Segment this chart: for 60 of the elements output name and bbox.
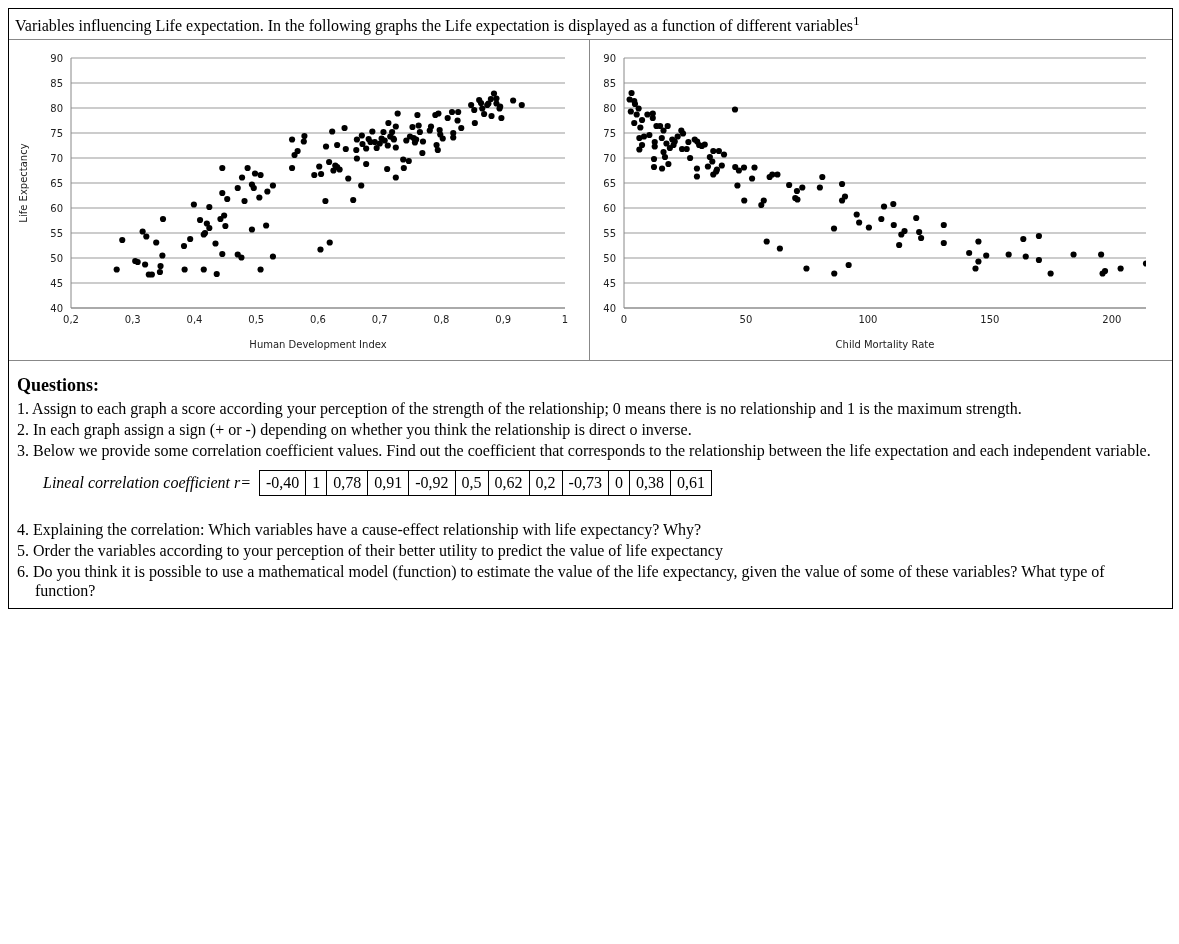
y-tick-label: 70 [50,152,63,164]
y-tick-label: 75 [603,127,616,139]
x-tick-label: 0,2 [63,314,79,326]
x-axis-title: Human Development Index [249,339,387,351]
text: 5. Order the variables according to your perception of their better utility to predict the value of life expectancy [17,540,724,561]
y-tick-label: 60 [50,202,63,214]
text: 1 [305,470,328,496]
text: 6. Do you think it is possible to use a mathematical model (function) to estimate the value of the life expectancy, given the value of some of these variables? What type of function? [17,562,1106,601]
y-tick-label: 40 [50,302,63,314]
text: Lineal correlation coefficient r= [43,473,251,493]
y-tick-label: 45 [50,277,63,289]
y-tick-label: 45 [603,277,616,289]
text: -0,40 [258,470,307,496]
y-tick-label: 50 [603,252,616,264]
y-tick-label: 70 [603,152,616,164]
x-tick-label: 150 [980,314,1000,326]
text: 2. In each graph assign a sign (+ or -) depending on whether you think the relationship is direct o inverse. [17,420,693,440]
text: -0,73 [561,470,609,496]
x-tick-label: 0,8 [433,314,450,326]
y-tick-label: 85 [50,77,63,89]
y-tick-label: 75 [50,127,63,139]
chart-title: Variables influencing Life expectation. In the following graphs the Life expectation is displayed as a function of different variables$^{1}$ [9,9,1172,41]
x-tick-label: 0,4 [186,314,203,326]
x-tick-label: 100 [858,314,878,326]
x-tick-label: 0,6 [310,314,326,326]
y-tick-label: 55 [603,227,616,239]
x-tick-label: 0,9 [495,314,512,326]
text: 3. Below we provide some correlation coefficient values. Find out the coefficient that corresponds to the relationship between the life expectation and each independent variable. [17,441,1152,461]
text: 0,5 [454,470,489,496]
text: -0,92 [408,470,456,496]
y-tick-label: 55 [50,227,63,239]
x-axis-title: Child Mortality Rate [835,339,935,351]
text: 0,38 [628,470,671,496]
x-tick-label: 0,3 [124,314,141,326]
y-tick-label: 65 [603,177,616,189]
text: 0,62 [487,470,530,496]
text: 1. Assign to each graph a score according your perception of the strength of the relationship; 0 means there is no relationship and 1 is the maximum strength. [17,398,1023,419]
text: 4. Explaining the correlation: Which variables have a cause-effect relationship with life expectancy? Why? [17,519,703,539]
text: Questions: [17,375,100,397]
y-tick-label: 50 [50,252,63,264]
text: 0,61 [669,470,712,496]
y-tick-label: 90 [603,52,616,64]
y-tick-label: 85 [603,77,616,89]
x-tick-label: 50 [739,314,753,326]
x-tick-label: 200 [1102,314,1122,326]
y-tick-label: 60 [603,202,616,214]
text: 0,2 [528,470,563,496]
text: 0 [607,470,630,496]
y-tick-label: 40 [603,302,616,314]
x-tick-label: 0 [620,314,628,326]
y-tick-label: 65 [50,177,63,189]
y-axis-title: Life Expectancy [17,143,29,223]
x-tick-label: 1 [561,314,569,326]
y-tick-label: 80 [603,102,616,114]
x-tick-label: 0,5 [248,314,265,326]
text: 0,78 [326,470,369,496]
x-tick-label: 0,7 [371,314,388,326]
y-tick-label: 90 [50,52,63,64]
text: 0,91 [367,470,410,496]
y-tick-label: 80 [50,102,63,114]
